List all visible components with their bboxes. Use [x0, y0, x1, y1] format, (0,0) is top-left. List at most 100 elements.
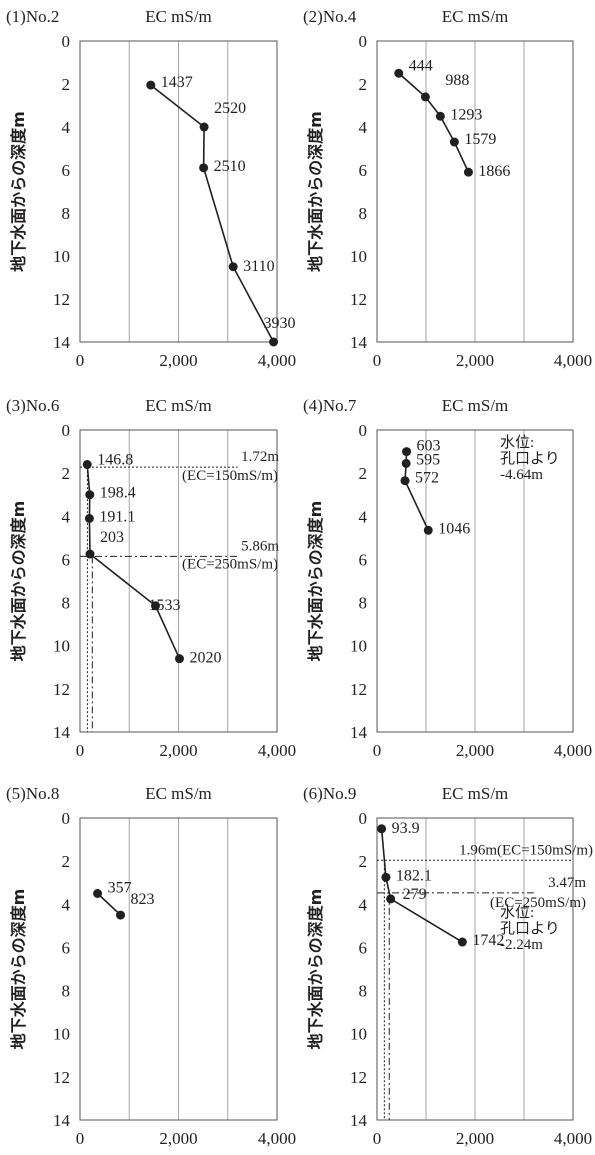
data-label: 1293	[450, 106, 482, 123]
panel-label: (3)No.6	[6, 396, 59, 415]
y-tick-label: 10	[350, 637, 367, 656]
y-tick-label: 2	[62, 464, 71, 483]
plot-frame	[79, 40, 278, 343]
y-tick-label: 12	[350, 680, 367, 699]
y-tick-label: 4	[62, 507, 71, 526]
data-point	[463, 167, 473, 177]
data-point	[386, 894, 396, 904]
panel-label: (6)No.9	[303, 784, 356, 803]
x-tick-label: 2,000	[159, 1129, 197, 1148]
data-point	[457, 937, 467, 947]
x-tick-label: 4,000	[554, 741, 592, 760]
data-point	[423, 525, 433, 535]
data-point	[400, 476, 410, 486]
reference-label: 1.72m	[241, 449, 279, 465]
y-tick-label: 10	[53, 1025, 70, 1044]
chart-title: EC mS/m	[145, 396, 212, 415]
data-point	[435, 111, 445, 121]
data-point	[394, 68, 404, 78]
water-level-note: -4.64m	[500, 467, 543, 483]
data-label: 93.9	[392, 820, 420, 837]
data-label: 203	[100, 529, 124, 546]
y-tick-label: 6	[359, 938, 368, 957]
plot-frame	[79, 817, 278, 1121]
data-label: 182.1	[396, 867, 432, 884]
y-axis-label: 地下水面からの深度m	[306, 889, 325, 1050]
y-tick-label: 12	[53, 680, 70, 699]
x-tick-label: 4,000	[554, 1129, 592, 1148]
data-point	[228, 262, 238, 272]
y-axis-label: 地下水面からの深度m	[9, 111, 28, 272]
data-label: 146.8	[97, 452, 133, 469]
y-tick-label: 4	[359, 507, 368, 526]
data-label: 1533	[149, 597, 181, 614]
reference-sublabel: (EC=250mS/m)	[490, 895, 586, 911]
reference-label: 5.86m	[241, 538, 279, 554]
series-line	[404, 451, 429, 531]
data-label: 988	[445, 72, 469, 89]
y-tick-label: 14	[350, 1111, 368, 1130]
x-tick-label: 0	[76, 351, 85, 370]
series-line	[97, 892, 122, 916]
plot-frame	[376, 40, 574, 343]
data-label: 1437	[161, 74, 193, 91]
y-tick-label: 12	[350, 1068, 367, 1087]
reference-sublabel: (EC=250mS/m)	[182, 556, 278, 572]
y-tick-label: 10	[350, 1025, 367, 1044]
data-label: 444	[409, 57, 433, 74]
data-label: 572	[415, 470, 439, 487]
y-tick-label: 14	[53, 1111, 71, 1130]
y-tick-label: 14	[350, 333, 368, 352]
y-tick-label: 8	[359, 982, 368, 1001]
x-tick-label: 2,000	[456, 1129, 494, 1148]
data-label: 1742	[472, 932, 504, 949]
data-label: 2520	[214, 100, 246, 117]
y-tick-label: 10	[53, 247, 70, 266]
y-tick-label: 4	[62, 118, 71, 137]
series-line	[86, 464, 181, 659]
reference-label: 1.96m(EC=150mS/m)	[459, 842, 593, 858]
data-point	[381, 872, 391, 882]
y-tick-label: 4	[62, 895, 71, 914]
y-tick-label: 6	[62, 938, 71, 957]
data-label: 3930	[264, 315, 296, 332]
y-axis-label: 地下水面からの深度m	[9, 889, 28, 1050]
y-tick-label: 8	[359, 594, 368, 613]
panel-label: (5)No.8	[6, 784, 59, 803]
data-label: 357	[108, 880, 132, 897]
data-label: 1866	[478, 163, 510, 180]
panel-label: (4)No.7	[303, 396, 357, 415]
data-label: 2020	[189, 650, 221, 667]
data-label: 191.1	[99, 508, 135, 525]
y-tick-label: 2	[359, 464, 368, 483]
data-point	[93, 889, 103, 898]
x-tick-label: 4,000	[258, 351, 296, 370]
water-level-note: 水位:	[500, 434, 534, 451]
reference-sublabel: (EC=150mS/m)	[182, 468, 278, 484]
y-tick-label: 4	[359, 895, 368, 914]
data-label: 2510	[214, 158, 246, 175]
y-tick-label: 8	[62, 982, 71, 1001]
x-tick-label: 4,000	[554, 351, 592, 370]
x-tick-label: 0	[373, 741, 382, 760]
data-point	[269, 337, 279, 347]
y-tick-label: 6	[359, 550, 368, 569]
y-tick-label: 2	[62, 75, 71, 94]
data-point	[85, 549, 95, 559]
data-point	[420, 92, 430, 102]
data-point	[199, 122, 209, 132]
y-tick-label: 8	[359, 204, 368, 223]
data-point	[199, 163, 209, 173]
x-tick-label: 2,000	[456, 741, 494, 760]
data-point	[449, 137, 459, 147]
chart-title: EC mS/m	[145, 784, 212, 803]
data-point	[377, 824, 387, 834]
y-axis-label: 地下水面からの深度m	[9, 501, 28, 662]
panel-label: (2)No.4	[303, 7, 357, 26]
y-tick-label: 6	[359, 161, 368, 180]
y-tick-label: 10	[350, 247, 367, 266]
x-tick-label: 4,000	[258, 1129, 296, 1148]
x-tick-label: 0	[373, 351, 382, 370]
series-line	[380, 828, 463, 943]
